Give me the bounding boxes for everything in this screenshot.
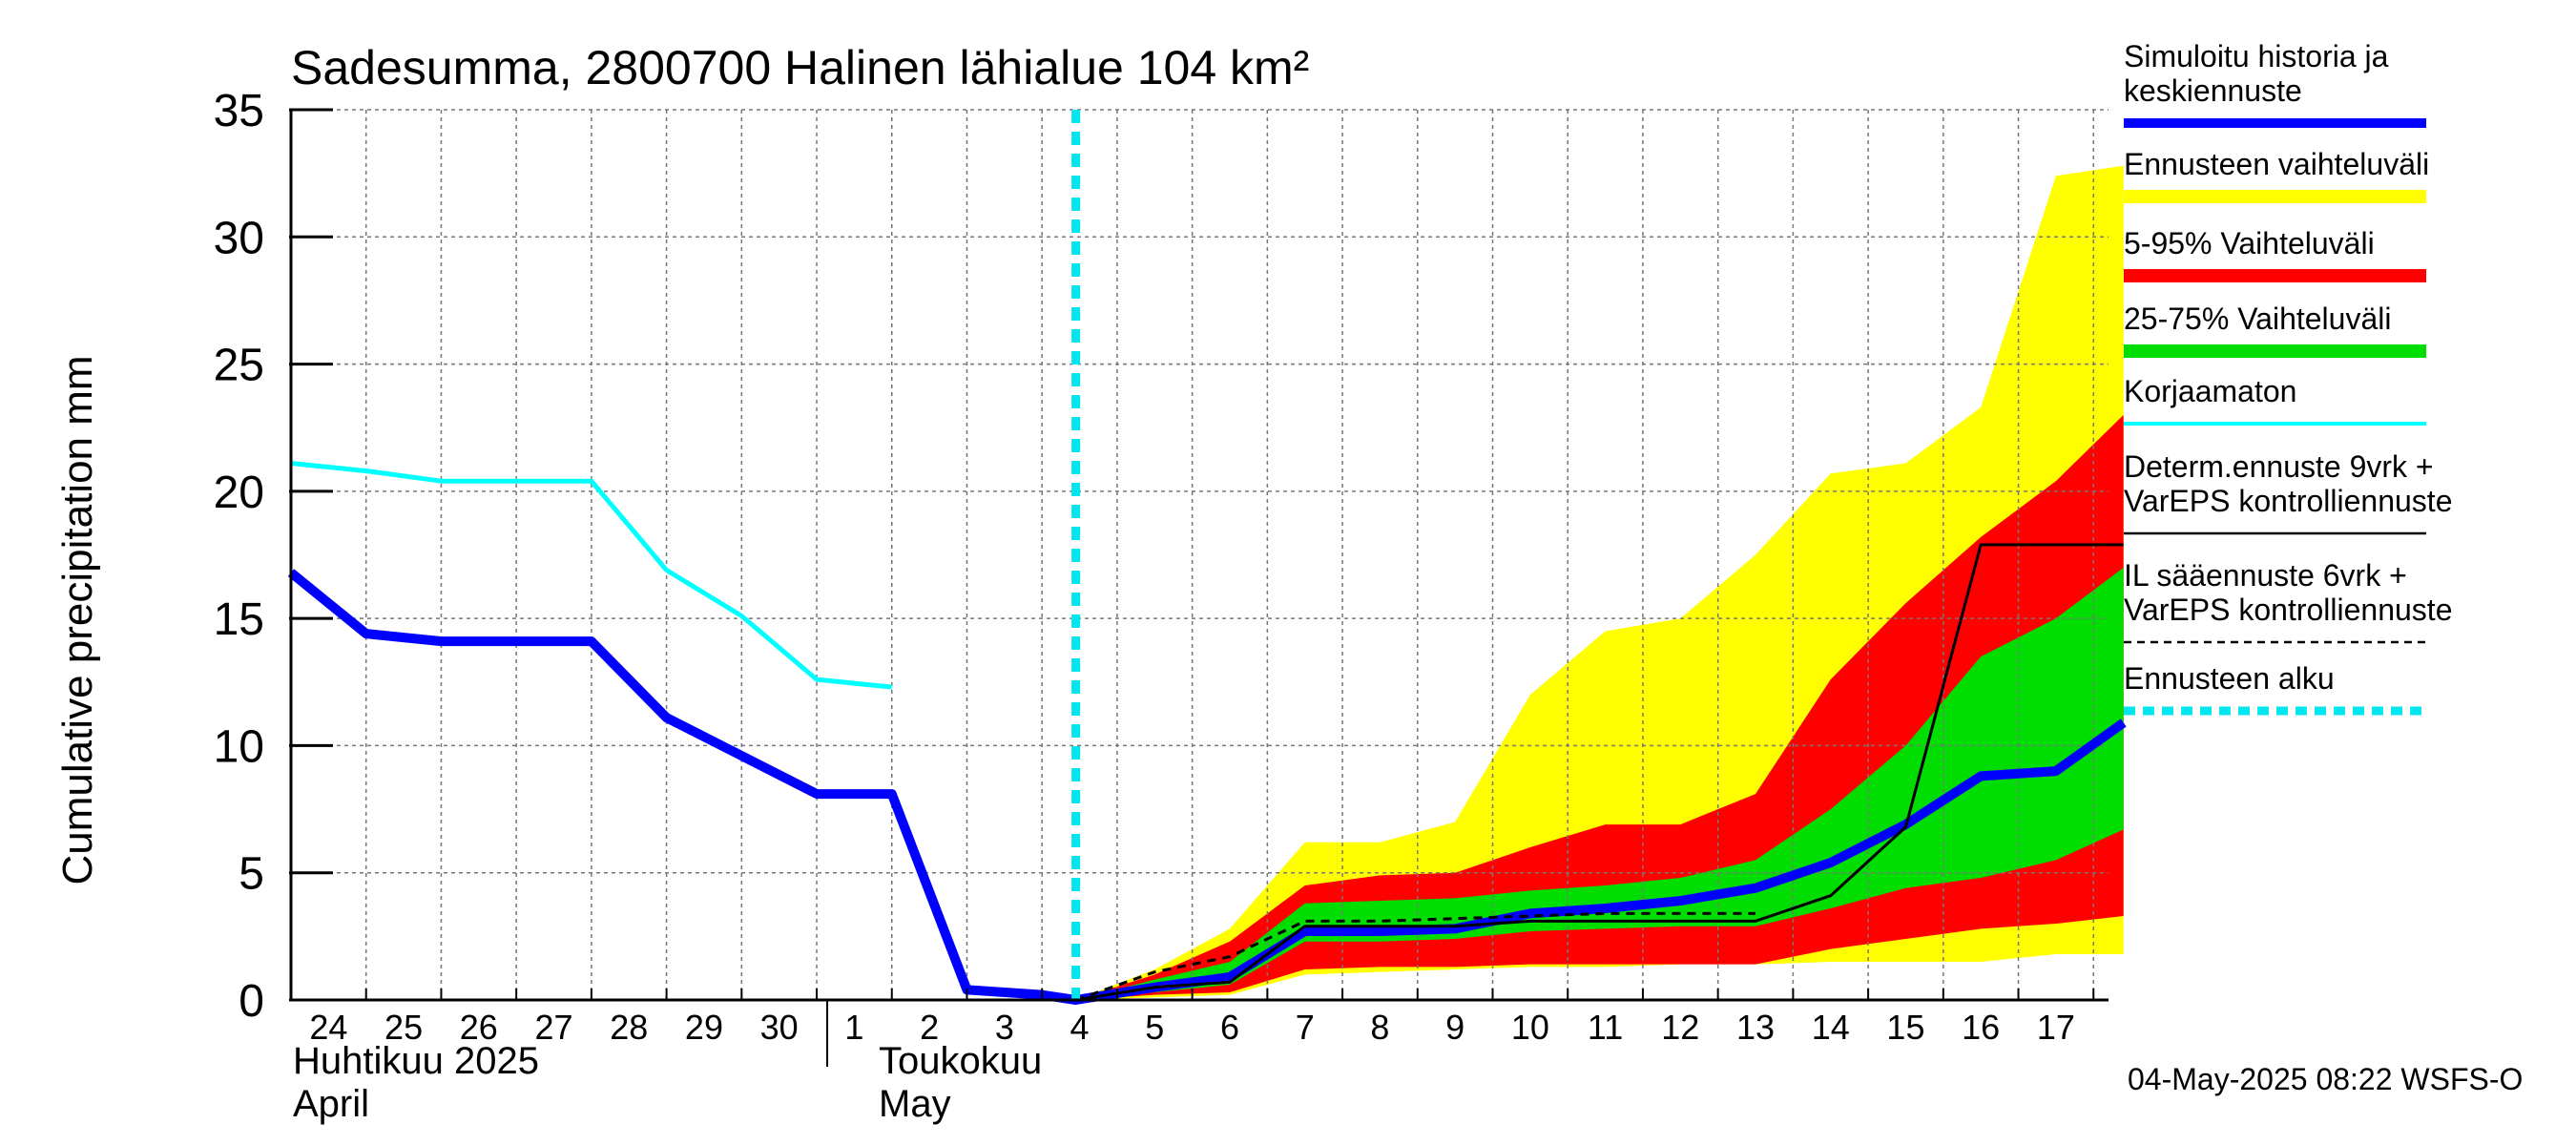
- month-label: Huhtikuu 2025: [293, 1040, 539, 1082]
- series-lines: [287, 110, 2127, 1005]
- x-tick-label: 25: [384, 1008, 423, 1047]
- series-line-3: [1075, 911, 1756, 1002]
- x-tick-label: 9: [1445, 1008, 1465, 1047]
- x-tick-label: 26: [460, 1008, 498, 1047]
- x-tick-label: 27: [534, 1008, 572, 1047]
- x-tick-label: 17: [2037, 1008, 2075, 1047]
- legend-label-0: keskiennuste: [2124, 73, 2302, 108]
- x-tick-label: 6: [1220, 1008, 1239, 1047]
- legend-label-1: Ennusteen vaihteluväli: [2124, 147, 2429, 181]
- x-tick-label: 3: [995, 1008, 1014, 1047]
- x-tick-label: 10: [1511, 1008, 1549, 1047]
- y-axis-label: Cumulative precipitation mm: [54, 355, 101, 885]
- forecast-bands: [1075, 165, 2124, 1000]
- x-tick-label: 15: [1886, 1008, 1924, 1047]
- grid-lines: [291, 109, 2109, 1000]
- month-label-en: May: [879, 1083, 951, 1125]
- legend-label-6: VarEPS kontrolliennuste: [2124, 593, 2452, 627]
- x-tick-label: 13: [1736, 1008, 1775, 1047]
- legend-label-7: Ennusteen alku: [2124, 661, 2335, 696]
- x-tick-label: 11: [1588, 1008, 1623, 1047]
- y-tick-label: 15: [214, 594, 264, 645]
- x-tick-label: 12: [1661, 1008, 1699, 1047]
- legend-label-5: VarEPS kontrolliennuste: [2124, 484, 2452, 518]
- x-tick-label: 4: [1070, 1008, 1090, 1047]
- series-line-1: [290, 461, 893, 690]
- x-tick-label: 5: [1145, 1008, 1164, 1047]
- x-tick-label: 8: [1370, 1008, 1389, 1047]
- x-tick-label: 24: [309, 1008, 347, 1047]
- chart-title: Sadesumma, 2800700 Halinen lähialue 104 …: [291, 41, 1309, 94]
- x-tick-label: 16: [1962, 1008, 2000, 1047]
- legend-label-5: Determ.ennuste 9vrk +: [2124, 449, 2434, 484]
- series-line-2: [1075, 543, 2124, 1002]
- legend-label-2: 5-95% Vaihteluväli: [2124, 226, 2375, 260]
- x-tick-label: 30: [760, 1008, 799, 1047]
- y-tick-label: 0: [239, 976, 264, 1027]
- y-tick-label: 10: [214, 721, 264, 772]
- x-tick-label: 14: [1812, 1008, 1850, 1047]
- y-tick-label: 30: [214, 213, 264, 263]
- month-label: Toukokuu: [879, 1040, 1042, 1082]
- y-tick-label: 20: [214, 468, 264, 518]
- series-line-0: [287, 569, 2127, 1005]
- x-tick-label: 2: [920, 1008, 939, 1047]
- y-tick-label: 5: [239, 849, 264, 900]
- x-tick-label: 1: [844, 1008, 863, 1047]
- legend-label-6: IL sääennuste 6vrk +: [2124, 558, 2407, 593]
- y-tick-label: 35: [214, 86, 264, 136]
- legend-label-4: Korjaamaton: [2124, 374, 2296, 408]
- month-label-en: April: [293, 1083, 369, 1125]
- band-2: [1075, 567, 2124, 1000]
- legend-label-3: 25-75% Vaihteluväli: [2124, 302, 2391, 336]
- x-tick-label: 28: [610, 1008, 648, 1047]
- y-tick-label: 25: [214, 341, 264, 391]
- timestamp: 04-May-2025 08:22 WSFS-O: [2128, 1062, 2523, 1096]
- x-tick-label: 29: [685, 1008, 723, 1047]
- x-tick-label: 7: [1296, 1008, 1315, 1047]
- legend-label-0: Simuloitu historia ja: [2124, 39, 2389, 73]
